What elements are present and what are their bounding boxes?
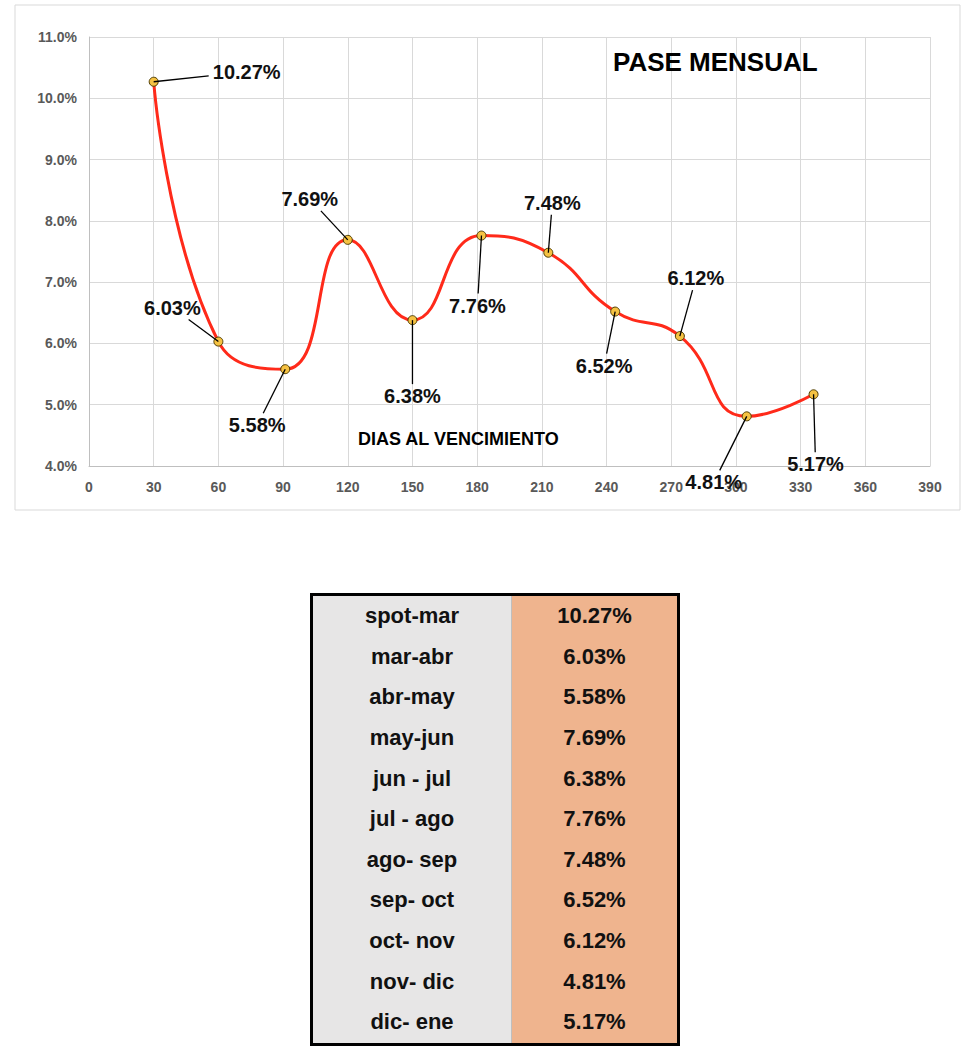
svg-text:5.58%: 5.58%: [229, 414, 286, 436]
svg-text:150: 150: [401, 479, 425, 495]
html-text:7.69%: 7.69%: [563, 725, 626, 751]
html-text:jun - jul: jun - jul: [372, 765, 452, 791]
svg-text:270: 270: [660, 479, 684, 495]
svg-text:210: 210: [530, 479, 554, 495]
svg-text:5.0%: 5.0%: [45, 397, 77, 413]
svg-text:90: 90: [275, 479, 291, 495]
svg-text:DIAS AL VENCIMIENTO: DIAS AL VENCIMIENTO: [358, 429, 559, 449]
html-text:6.52%: 6.52%: [563, 887, 626, 913]
html-text:dic- ene: dic- ene: [370, 1009, 454, 1035]
html-text:may-jun: may-jun: [369, 725, 455, 751]
svg-text:7.0%: 7.0%: [45, 274, 77, 290]
html-text:mar-abr: mar-abr: [371, 643, 453, 669]
svg-text:6.38%: 6.38%: [384, 385, 441, 407]
svg-text:0: 0: [85, 479, 93, 495]
svg-text:10.27%: 10.27%: [213, 61, 281, 83]
svg-text:7.69%: 7.69%: [281, 188, 338, 210]
html-text:10.27%: 10.27%: [557, 603, 632, 629]
html-text:5.58%: 5.58%: [563, 684, 626, 710]
svg-text:11.0%: 11.0%: [38, 29, 77, 45]
svg-text:6.52%: 6.52%: [576, 355, 633, 377]
html-text:sep- oct: sep- oct: [369, 887, 455, 913]
svg-text:120: 120: [336, 479, 360, 495]
svg-text:9.0%: 9.0%: [45, 152, 77, 168]
html-text:oct- nov: oct- nov: [369, 928, 455, 953]
svg-text:390: 390: [918, 479, 942, 495]
html-text:7.48%: 7.48%: [563, 846, 626, 872]
svg-text:8.0%: 8.0%: [45, 213, 77, 229]
html-text:abr-may: abr-may: [369, 684, 455, 710]
html-text:6.12%: 6.12%: [563, 928, 626, 953]
html-text:nov- dic: nov- dic: [369, 968, 455, 994]
svg-text:7.48%: 7.48%: [524, 192, 581, 214]
html-text:6.03%: 6.03%: [563, 643, 626, 669]
svg-text:6.0%: 6.0%: [45, 335, 77, 351]
svg-text:4.0%: 4.0%: [45, 458, 77, 474]
svg-text:4.81%: 4.81%: [685, 471, 742, 493]
svg-text:PASE MENSUAL: PASE MENSUAL: [613, 47, 818, 77]
svg-text:6.12%: 6.12%: [667, 267, 724, 289]
html-text:jul - ago: jul - ago: [369, 806, 455, 832]
svg-text:330: 330: [789, 479, 813, 495]
svg-text:5.17%: 5.17%: [787, 453, 844, 475]
html-text:4.81%: 4.81%: [563, 968, 626, 994]
html-text:7.76%: 7.76%: [563, 806, 626, 832]
html-text:spot-mar: spot-mar: [364, 603, 460, 629]
svg-text:60: 60: [211, 479, 227, 495]
svg-text:360: 360: [854, 479, 878, 495]
html-text:ago- sep: ago- sep: [366, 846, 458, 872]
html-text:6.38%: 6.38%: [563, 765, 626, 791]
svg-text:6.03%: 6.03%: [144, 297, 201, 319]
svg-text:180: 180: [465, 479, 489, 495]
svg-text:30: 30: [146, 479, 162, 495]
svg-text:240: 240: [595, 479, 619, 495]
svg-text:10.0%: 10.0%: [37, 90, 77, 106]
html-text:5.17%: 5.17%: [563, 1009, 626, 1035]
svg-text:7.76%: 7.76%: [449, 295, 506, 317]
